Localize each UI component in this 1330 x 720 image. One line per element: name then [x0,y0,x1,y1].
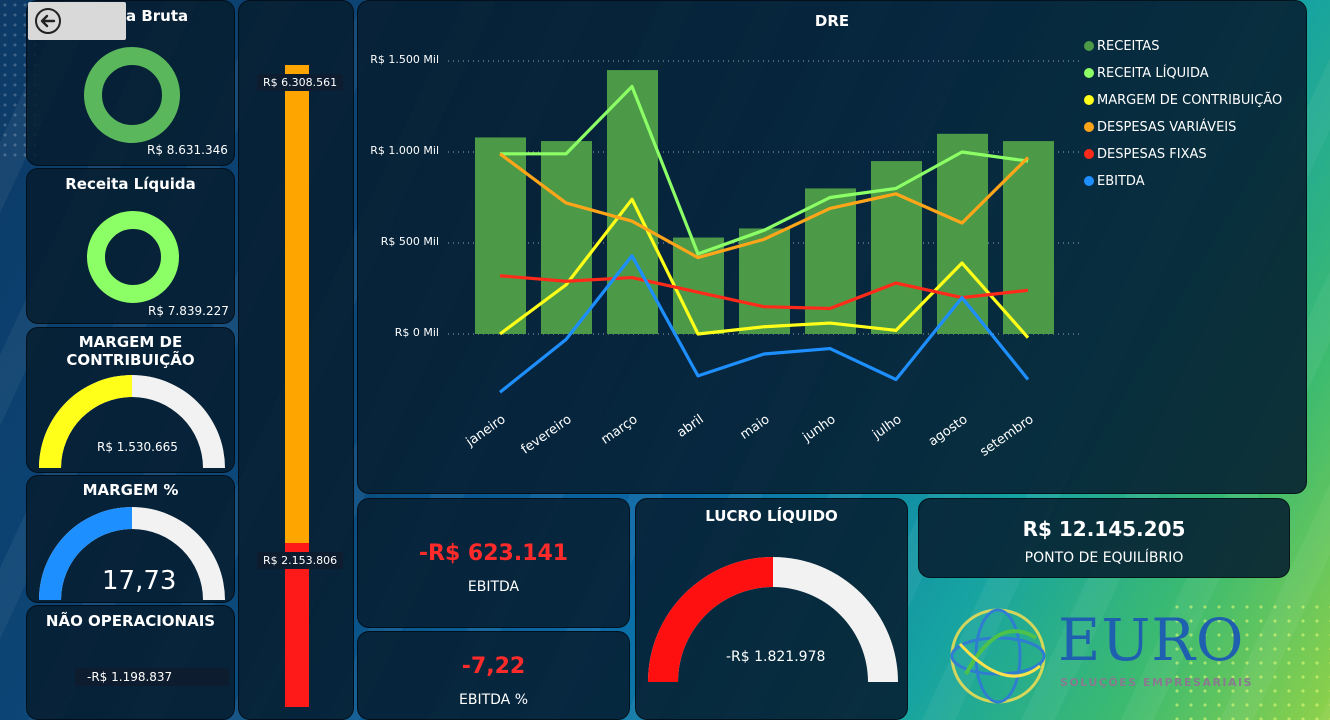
legend-label: DESPESAS VARIÁVEIS [1097,120,1237,135]
legend-item[interactable]: MARGEM DE CONTRIBUIÇÃO [1084,93,1282,108]
gauge-fill [648,557,773,682]
bar-red-segment [285,543,309,707]
lucro-liquido-gauge [648,557,898,682]
legend-dot-icon [1084,176,1094,186]
card-ebitda: -R$ 623.141 EBITDA [357,498,630,628]
bar-bottom-label: R$ 2.153.806 [257,552,344,569]
globe-icon [950,608,1046,704]
legend-item[interactable]: EBITDA [1084,174,1145,189]
card-title: NÃO OPERACIONAIS [45,612,216,630]
legend-label: MARGEM DE CONTRIBUIÇÃO [1097,93,1283,108]
legend-label: RECEITA LÍQUIDA [1097,66,1209,81]
nao-operacionais-bar: -R$ 1.198.837 [75,668,229,686]
margem-pct-gauge [39,507,225,600]
card-receita-liquida: Receita Líquida R$ 7.839.227 [26,168,235,324]
back-arrow-icon [35,8,61,34]
gauge-fill [39,507,132,600]
nao-operacionais-value: -R$ 1.198.837 [87,670,173,684]
card-title: LUCRO LÍQUIDO [705,507,838,525]
y-tick-label: R$ 500 Mil [380,235,439,248]
ebitda-value: -R$ 623.141 [418,541,569,566]
ponto-equilibrio-label: PONTO DE EQUILÍBRIO [1024,550,1184,566]
donut-ring [87,211,179,303]
y-tick-label: R$ 1.000 Mil [370,144,439,157]
y-tick-label: R$ 1.500 Mil [370,53,439,66]
legend-dot-icon [1084,149,1094,159]
legend-dot-icon [1084,41,1094,51]
ebitda-label: EBITDA [467,579,520,595]
ponto-equilibrio-value: R$ 12.145.205 [1022,517,1186,541]
lucro-liquido-value: -R$ 1.821.978 [726,649,826,665]
card-title-line2: CONTRIBUIÇÃO [66,351,195,369]
ebitda-pct-label: EBITDA % [459,692,528,708]
ebitda-pct-value: -7,22 [461,654,526,679]
legend-label: EBITDA [1097,174,1145,189]
margem-contribuicao-gauge [39,375,225,468]
brand-tagline: SOLUÇÕES EMPRESARIAIS [1060,676,1254,689]
receita-liquida-value: R$ 7.839.227 [148,304,229,318]
card-ebitda-pct: -7,22 EBITDA % [357,631,630,720]
bar-top-label: R$ 6.308.561 [257,74,344,91]
receita-bruta-donut [84,47,180,143]
donut-ring [84,47,180,143]
receita-liquida-donut [87,211,179,303]
receita-bruta-value: R$ 8.631.346 [147,143,228,157]
legend-dot-icon [1084,122,1094,132]
chart-title: DRE [814,12,850,30]
bar-orange-segment [285,65,309,543]
card-title-line1: MARGEM DE [78,333,183,351]
background-dots-bottom [1170,600,1330,720]
card-nao-operacionais: NÃO OPERACIONAIS -R$ 1.198.837 [26,605,235,720]
legend-item[interactable]: DESPESAS FIXAS [1084,147,1207,162]
card-margem-contribuicao: MARGEM DE CONTRIBUIÇÃO R$ 1.530.665 [26,327,235,473]
legend-dot-icon [1084,68,1094,78]
legend-dot-icon [1084,95,1094,105]
legend-label: DESPESAS FIXAS [1097,147,1207,162]
margem-pct-value: 17,73 [102,566,177,596]
legend-item[interactable]: RECEITA LÍQUIDA [1084,66,1209,81]
card-title: Receita Líquida [65,175,196,193]
back-button[interactable] [28,2,126,40]
legend-label: RECEITAS [1097,39,1160,54]
brand-name: EURO [1058,606,1245,674]
margem-contribuicao-value: R$ 1.530.665 [97,440,178,454]
card-vertical-bar: R$ 6.308.561 R$ 2.153.806 [238,0,354,720]
gauge-fill [39,375,132,468]
y-tick-label: R$ 0 Mil [394,326,439,339]
card-margem-pct: MARGEM % 17,73 [26,475,235,603]
card-ponto-equilibrio: R$ 12.145.205 PONTO DE EQUILÍBRIO [918,498,1290,578]
card-lucro-liquido: LUCRO LÍQUIDO -R$ 1.821.978 [635,498,908,720]
legend-item[interactable]: RECEITAS [1084,39,1159,54]
brand-logo: EURO SOLUÇÕES EMPRESARIAIS [946,604,1256,714]
legend-item[interactable]: DESPESAS VARIÁVEIS [1084,120,1236,135]
card-title: MARGEM % [82,481,179,499]
